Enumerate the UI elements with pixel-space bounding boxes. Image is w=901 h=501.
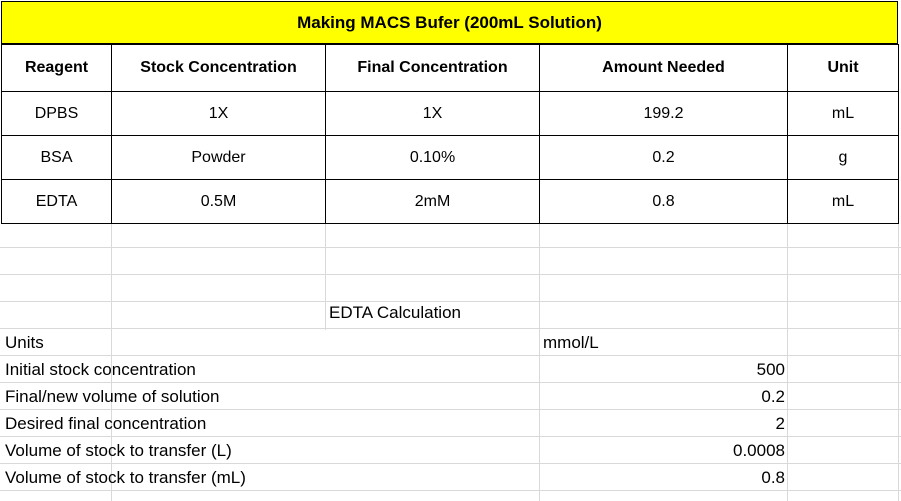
cell-reagent[interactable]: EDTA [1, 179, 112, 224]
header-row: Reagent Stock Concentration Final Concen… [1, 44, 899, 92]
calc-value[interactable]: 0.2 [761, 387, 785, 406]
calc-label[interactable]: Volume of stock to transfer (L) [5, 441, 232, 460]
header-amount-needed[interactable]: Amount Needed [539, 44, 788, 92]
calc-units-label[interactable]: Units [5, 333, 44, 352]
calc-value[interactable]: 2 [775, 414, 785, 433]
table-row: DPBS 1X 1X 199.2 mL [1, 91, 899, 136]
header-stock-concentration[interactable]: Stock Concentration [111, 44, 326, 92]
calc-value[interactable]: 0.0008 [733, 441, 785, 460]
calc-label[interactable]: Initial stock concentration [5, 360, 196, 379]
calc-label[interactable]: Final/new volume of solution [5, 387, 220, 406]
cell-amount[interactable]: 0.2 [539, 135, 788, 180]
header-final-concentration[interactable]: Final Concentration [325, 44, 540, 92]
reagent-table: Reagent Stock Concentration Final Concen… [1, 44, 899, 224]
table-row: BSA Powder 0.10% 0.2 g [1, 135, 899, 180]
cell-stock[interactable]: Powder [111, 135, 326, 180]
calc-units-value[interactable]: mmol/L [543, 333, 599, 352]
calc-label[interactable]: Volume of stock to transfer (mL) [5, 468, 246, 487]
cell-amount[interactable]: 0.8 [539, 179, 788, 224]
cell-stock[interactable]: 0.5M [111, 179, 326, 224]
cell-unit[interactable]: mL [787, 179, 899, 224]
cell-unit[interactable]: mL [787, 91, 899, 136]
header-reagent[interactable]: Reagent [1, 44, 112, 92]
calc-value[interactable]: 0.8 [761, 468, 785, 487]
cell-amount[interactable]: 199.2 [539, 91, 788, 136]
cell-reagent[interactable]: BSA [1, 135, 112, 180]
calc-title[interactable]: EDTA Calculation [329, 303, 461, 322]
calc-value[interactable]: 500 [756, 360, 785, 379]
cell-unit[interactable]: g [787, 135, 899, 180]
calc-label[interactable]: Desired final concentration [5, 414, 207, 433]
table-row: EDTA 0.5M 2mM 0.8 mL [1, 179, 899, 224]
cell-final[interactable]: 2mM [325, 179, 540, 224]
cell-stock[interactable]: 1X [111, 91, 326, 136]
header-unit[interactable]: Unit [787, 44, 899, 92]
cell-reagent[interactable]: DPBS [1, 91, 112, 136]
cell-final[interactable]: 0.10% [325, 135, 540, 180]
sheet-title[interactable]: Making MACS Bufer (200mL Solution) [1, 1, 898, 44]
cell-final[interactable]: 1X [325, 91, 540, 136]
